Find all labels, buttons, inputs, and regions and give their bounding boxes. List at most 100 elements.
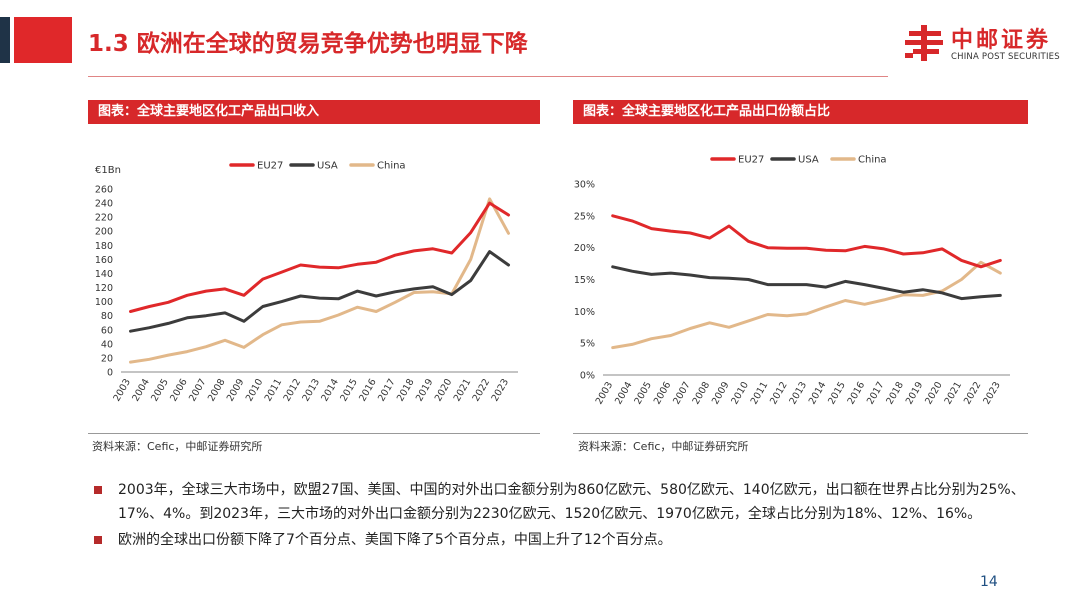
x-tick-label: 2020 [433,377,455,403]
y-tick-label: 0 [107,368,113,379]
header-accent-red [14,17,72,63]
y-tick-label: 160 [95,255,113,266]
bullet-item: 欧洲的全球出口份额下降了7个百分点、美国下降了5个百分点，中国上升了12个百分点… [92,528,1032,552]
bullet-square-icon [94,536,102,544]
y-tick-label: 240 [95,199,113,210]
right-panel-rule [573,433,1028,434]
right-chart-heading: 图表：全球主要地区化工产品出口份额占比 [573,100,1028,124]
y-tick-label: 180 [95,241,113,252]
left-chart: €1Bn 0 20 40 60 80 100 120 140 160 180 200 220 240 260… [88,128,540,434]
y-tick-label: 260 [95,185,113,196]
legend-label: EU27 [738,155,764,166]
x-tick-label: 2009 [710,380,732,406]
x-tick-label: 2004 [613,380,635,406]
legend-label: China [858,155,887,166]
y-tick-label: 30% [574,180,595,191]
x-tick-label: 2022 [962,380,984,406]
x-tick-label: 2004 [130,377,152,403]
logo-name-cn: 中邮证券 [951,28,1052,53]
x-tick-label: 2013 [787,380,809,406]
y-tick-label: 20% [574,243,595,254]
x-tick-label: 2003 [111,377,133,403]
legend-label: China [377,161,406,172]
x-tick-label: 2011 [263,377,285,403]
legend-label: EU27 [257,161,283,172]
page-number: 14 [980,574,998,590]
right-source-note: 资料来源：Cefic，中邮证券研究所 [578,440,749,453]
y-tick-label: 120 [95,283,113,294]
series-line-china [611,260,1002,350]
left-chart-heading: 图表：全球主要地区化工产品出口收入 [88,100,540,124]
x-tick-label: 2006 [652,380,674,406]
legend-label: USA [798,155,819,166]
company-logo: 中邮证券 CHINA POST SECURITIES [903,20,1073,70]
x-tick-label: 2010 [729,380,751,406]
x-tick-label: 2015 [826,380,848,406]
x-tick-label: 2021 [943,380,965,406]
x-tick-label: 2005 [632,380,654,406]
x-tick-label: 2023 [490,377,512,403]
x-tick-label: 2010 [244,377,266,403]
x-tick-label: 2015 [338,377,360,403]
x-tick-label: 2014 [319,377,341,403]
x-tick-label: 2007 [187,377,209,403]
x-tick-label: 2012 [282,377,304,403]
x-tick-label: 2013 [300,377,322,403]
x-tick-label: 2017 [376,377,398,403]
x-tick-label: 2008 [206,377,228,403]
x-tick-label: 2018 [395,377,417,403]
x-tick-label: 2016 [357,377,379,403]
series-line-eu27 [129,201,510,313]
y-tick-label: 0% [580,371,595,382]
y-axis-unit-label: €1Bn [95,165,121,176]
series-line-usa [611,265,1002,301]
x-tick-label: 2016 [846,380,868,406]
x-tick-label: 2021 [452,377,474,403]
bullet-item: 2003年，全球三大市场中，欧盟27国、美国、中国的对外出口金额分别为860亿欧… [92,478,1032,526]
slide-title: 1.3 欧洲在全球的贸易竞争优势也明显下降 [88,31,528,57]
bullet-square-icon [94,486,102,494]
x-tick-label: 2007 [671,380,693,406]
y-tick-label: 100 [95,297,113,308]
x-tick-label: 2008 [691,380,713,406]
x-tick-label: 2022 [471,377,493,403]
export-share-chart: 0%5%10%15%20%25%30%200320042005200620072… [574,155,1010,406]
y-tick-label: 200 [95,227,113,238]
y-tick-label: 10% [574,307,595,318]
bullet-text: 2003年，全球三大市场中，欧盟27国、美国、中国的对外出口金额分别为860亿欧… [118,482,1025,522]
series-line-eu27 [611,214,1002,269]
y-tick-label: 220 [95,213,113,224]
x-tick-label: 2019 [414,377,436,403]
y-tick-label: 20 [101,353,113,364]
china-post-logo-icon [905,25,943,61]
x-tick-label: 2006 [168,377,190,403]
x-tick-label: 2005 [149,377,171,403]
y-tick-label: 5% [580,339,595,350]
bullet-text: 欧洲的全球出口份额下降了7个百分点、美国下降了5个百分点，中国上升了12个百分点… [118,532,672,548]
x-tick-label: 2020 [923,380,945,406]
y-tick-label: 15% [574,275,595,286]
x-tick-label: 2023 [981,380,1003,406]
x-tick-label: 2017 [865,380,887,406]
series-line-usa [129,250,510,333]
x-tick-label: 2014 [807,380,829,406]
legend-label: USA [317,161,338,172]
y-tick-label: 25% [574,211,595,222]
y-tick-label: 80 [101,311,113,322]
summary-bullets: 2003年，全球三大市场中，欧盟27国、美国、中国的对外出口金额分别为860亿欧… [92,478,1032,554]
left-panel-rule [88,433,540,434]
y-tick-label: 40 [101,339,113,350]
y-tick-label: 60 [101,325,113,336]
header-accent-dark [0,17,10,63]
title-divider [88,76,888,77]
x-tick-label: 2003 [594,380,616,406]
left-source-note: 资料来源：Cefic，中邮证券研究所 [92,440,263,453]
logo-name-en: CHINA POST SECURITIES [951,52,1060,62]
y-tick-label: 140 [95,269,113,280]
x-tick-label: 2019 [904,380,926,406]
series-line-china [129,197,510,364]
x-tick-label: 2018 [884,380,906,406]
x-tick-label: 2009 [225,377,247,403]
right-chart: 0% 5% 10% 15% 20% 25% 30% 2003 2004 2005 2006 2007 2… [573,128,1028,434]
x-tick-label: 2012 [768,380,790,406]
